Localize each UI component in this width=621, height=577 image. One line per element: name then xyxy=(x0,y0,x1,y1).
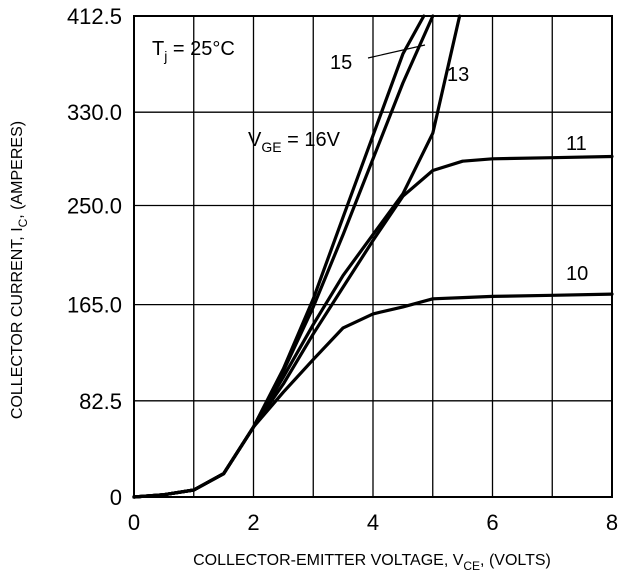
curve-vge-13 xyxy=(132,14,462,499)
y-tick-label: 412.5 xyxy=(67,4,122,29)
x-tick-label: 2 xyxy=(247,510,259,535)
plot-frame xyxy=(133,15,613,498)
junction-temp-annotation: Tj = 25°C xyxy=(152,38,235,64)
tick-labels: 0 2 4 6 8 0 82.5 165.0 250.0 330.0 412.5 xyxy=(67,4,618,535)
label-15-leader-line xyxy=(367,44,426,59)
curve-label-13: 13 xyxy=(447,64,469,86)
curve-vge-16 xyxy=(132,14,426,499)
curve-label-10: 10 xyxy=(566,263,588,285)
x-tick-label: 0 xyxy=(128,510,140,535)
x-tick-label: 8 xyxy=(606,510,618,535)
curve-vge-10 xyxy=(132,292,614,499)
x-tick-label: 6 xyxy=(486,510,498,535)
x-axis-title: COLLECTOR-EMITTER VOLTAGE, VCE, (VOLTS) xyxy=(193,552,551,573)
y-axis-title: COLLECTOR CURRENT, IC, (AMPERES) xyxy=(9,121,30,419)
vge-annotation: VGE = 16V xyxy=(248,129,341,155)
curve-label-15: 15 xyxy=(330,52,352,74)
y-tick-label: 250.0 xyxy=(67,193,122,218)
x-tick-label: 4 xyxy=(367,510,379,535)
curves xyxy=(132,14,614,499)
y-tick-label: 165.0 xyxy=(67,293,122,318)
y-tick-label: 82.5 xyxy=(79,389,122,414)
y-tick-label: 330.0 xyxy=(67,100,122,125)
curve-vge-15 xyxy=(132,14,435,499)
curve-label-11: 11 xyxy=(566,133,587,155)
y-tick-label: 0 xyxy=(110,485,122,510)
grid xyxy=(134,16,612,497)
